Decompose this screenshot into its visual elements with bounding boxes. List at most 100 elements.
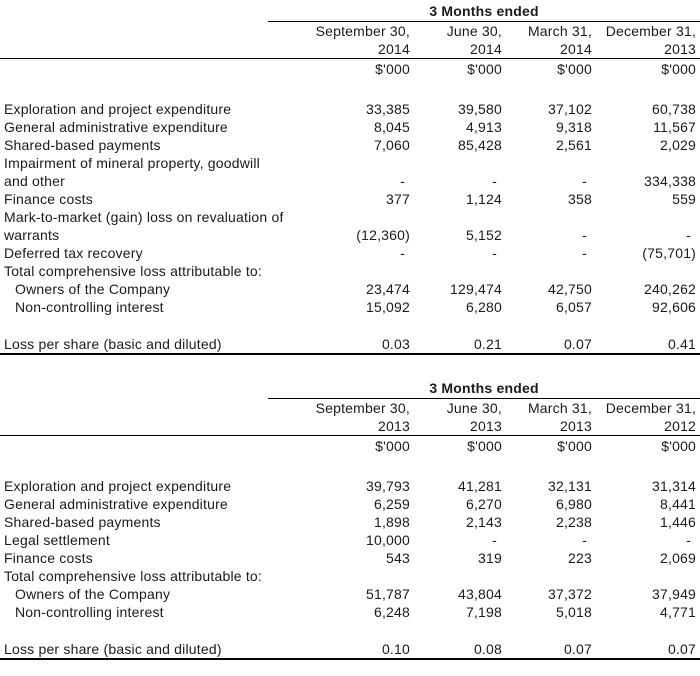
cell-value: 6,280: [465, 299, 502, 315]
column-header-year: 2014: [268, 40, 414, 59]
column-years-row: 2014 2014 2014 2013: [0, 40, 700, 59]
period-header-row: 3 Months ended: [0, 2, 700, 22]
row-label: Deferred tax recovery: [4, 245, 143, 261]
cell-value: 39,580: [457, 101, 502, 117]
summary-row: Loss per share (basic and diluted) 0.03 …: [0, 334, 700, 355]
cell-value: 377: [386, 191, 410, 207]
empty-corner-cell: [0, 2, 268, 22]
cell-value: 42,750: [547, 281, 592, 297]
empty-corner-cell: [0, 59, 268, 79]
cell-value: 39,793: [365, 478, 410, 494]
cell-value: -: [492, 245, 497, 261]
empty-corner-cell: [0, 417, 268, 436]
cell-value: 33,385: [365, 101, 410, 117]
cell-value: -: [686, 532, 692, 548]
cell-value: 6,980: [555, 496, 592, 512]
cell-value: [596, 567, 700, 585]
row-label: General administrative expenditure: [4, 496, 228, 512]
column-header-unit: $'000: [557, 438, 592, 454]
column-header-unit: $'000: [467, 61, 502, 77]
column-header-month: December 31,: [605, 23, 697, 39]
column-header-year: 2013: [414, 417, 506, 436]
table-row: Non-controlling interest 6,248 7,198 5,018 4…: [0, 603, 700, 621]
column-header-month: December 31,: [605, 400, 697, 416]
cell-value: 4,913: [465, 119, 502, 135]
cell-value: 5,152: [465, 227, 502, 243]
column-header-unit: $'000: [557, 61, 592, 77]
period-header: 3 Months ended: [268, 2, 700, 22]
row-label: Loss per share (basic and diluted): [0, 334, 268, 355]
table-row: Total comprehensive loss attributable to…: [0, 262, 700, 280]
cell-value: [596, 262, 700, 280]
row-label: Exploration and project expenditure: [4, 101, 232, 117]
column-units-row: $'000 $'000 $'000 $'000: [0, 436, 700, 456]
column-months-row: September 30, June 30, March 31, Decembe…: [0, 22, 700, 41]
column-header-year: 2012: [596, 417, 700, 436]
cell-value: 6,259: [373, 496, 410, 512]
row-label: Shared-based payments: [4, 514, 161, 530]
cell-value: -: [686, 227, 692, 243]
cell-value: [506, 567, 596, 585]
quarterly-results-table-current: 3 Months ended September 30, June 30, Ma…: [0, 2, 700, 355]
table-row: General administrative expenditure 6,259 6…: [0, 495, 700, 513]
cell-value: 358: [568, 191, 592, 207]
spacer-row: [0, 455, 700, 477]
cell-value: 0.41: [596, 334, 700, 355]
column-units-row: $'000 $'000 $'000 $'000: [0, 59, 700, 79]
cell-value: 6,057: [555, 299, 592, 315]
table-row: Owners of the Company 23,474 129,474 42,750…: [0, 280, 700, 298]
cell-value: 60,738: [652, 101, 697, 117]
cell-value: 37,372: [547, 586, 592, 602]
cell-value: 0.07: [596, 639, 700, 660]
table-row: Finance costs 543 319 223 2,069: [0, 549, 700, 567]
cell-value: [414, 567, 506, 585]
cell-value: 92,606: [652, 299, 697, 315]
cell-value: 4,771: [660, 604, 697, 620]
cell-value: 559: [672, 191, 697, 207]
table-row: Non-controlling interest 15,092 6,280 6,057…: [0, 298, 700, 316]
column-years-row: 2013 2013 2013 2012: [0, 417, 700, 436]
table-row: Impairment of mineral property, goodwill…: [0, 154, 700, 190]
row-label: Mark-to-market (gain) loss on revaluatio…: [4, 209, 284, 243]
row-label: Finance costs: [4, 550, 93, 566]
row-label: Legal settlement: [4, 532, 110, 548]
column-header-month: September 30,: [315, 23, 410, 39]
cell-value: 1,124: [465, 191, 502, 207]
row-label: Total comprehensive loss attributable to…: [4, 263, 262, 279]
cell-value: 37,102: [547, 101, 592, 117]
table-row: Exploration and project expenditure 39,79…: [0, 477, 700, 495]
cell-value: 32,131: [547, 478, 592, 494]
cell-value: -: [582, 173, 587, 189]
cell-value: 7,060: [373, 137, 410, 153]
column-header-unit: $'000: [467, 438, 502, 454]
spacer-row: [0, 316, 700, 334]
cell-value: 129,474: [449, 281, 502, 297]
table-row: Legal settlement 10,000 - - -: [0, 531, 700, 549]
financial-results-page: 3 Months ended September 30, June 30, Ma…: [0, 2, 700, 660]
cell-value: 7,198: [465, 604, 502, 620]
cell-value: 9,318: [555, 119, 592, 135]
cell-value: 5,018: [555, 604, 592, 620]
cell-value: 6,270: [465, 496, 502, 512]
summary-row: Loss per share (basic and diluted) 0.10 …: [0, 639, 700, 660]
table-row: Exploration and project expenditure 33,38…: [0, 100, 700, 118]
cell-value: (75,701): [642, 245, 697, 261]
cell-value: 85,428: [457, 137, 502, 153]
cell-value: 8,441: [660, 496, 697, 512]
cell-value: 0.07: [506, 334, 596, 355]
empty-corner-cell: [0, 436, 268, 456]
row-label: Exploration and project expenditure: [4, 478, 232, 494]
column-header-year: 2014: [506, 40, 596, 59]
table-row: Finance costs 377 1,124 358 559: [0, 190, 700, 208]
cell-value: 1,898: [373, 514, 410, 530]
cell-value: 2,069: [660, 550, 697, 566]
row-label: Impairment of mineral property, goodwill…: [4, 155, 260, 189]
column-header-month: June 30,: [446, 400, 502, 416]
table-row: Shared-based payments 1,898 2,143 2,238 1,44…: [0, 513, 700, 531]
cell-value: -: [400, 173, 405, 189]
column-header-unit: $'000: [375, 438, 410, 454]
cell-value: 51,787: [365, 586, 410, 602]
cell-value: 1,446: [660, 514, 697, 530]
cell-value: 8,045: [373, 119, 410, 135]
cell-value: [268, 567, 414, 585]
